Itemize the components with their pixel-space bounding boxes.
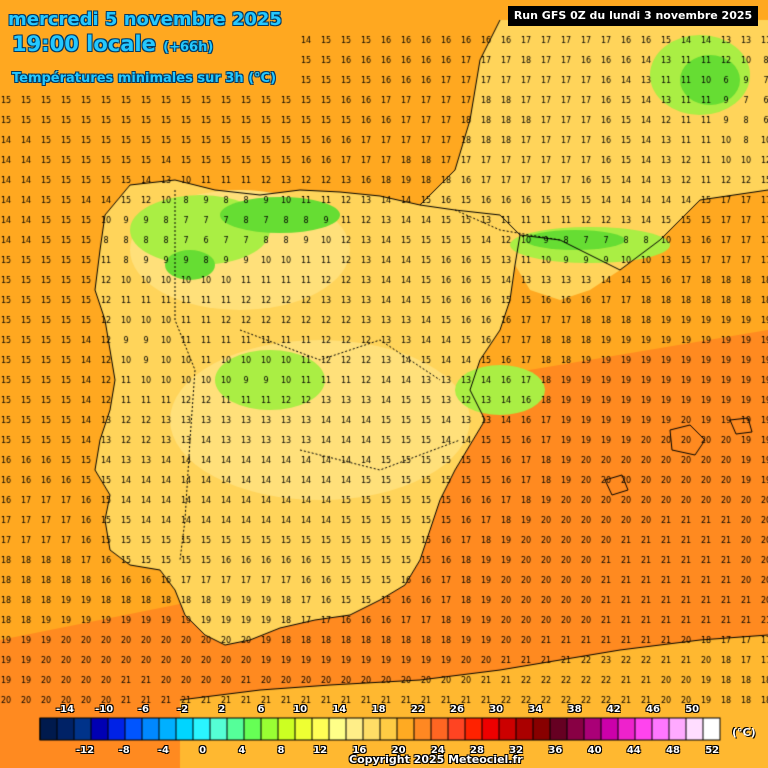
legend-label-bottom: 48 [666,745,680,756]
legend-label-top: 34 [528,704,543,715]
legend-label-bottom: 44 [626,745,641,756]
legend-label-bottom: 0 [199,745,207,756]
legend-label-top: -10 [95,704,114,715]
time-label: 19:00 locale [12,32,156,56]
legend-label-bottom: -4 [157,745,169,756]
legend-label-bottom: 32 [509,745,524,756]
legend-label-bottom: 8 [277,745,285,756]
copyright: Copyright 2025 Meteociel.fr [349,753,523,766]
legend-label-top: -2 [177,704,189,715]
legend-label-top: -6 [137,704,149,715]
legend-label-top: 18 [371,704,386,715]
legend-label-bottom: 40 [587,745,602,756]
run-info: Run GFS 0Z du lundi 3 novembre 2025 [508,6,758,26]
legend-label-top: 26 [450,704,464,715]
legend-label-bottom: 4 [238,745,246,756]
legend-label-bottom: -12 [75,745,95,756]
legend-label-top: -14 [55,704,75,715]
legend-label-top: 2 [218,704,226,715]
legend-label-top: 38 [567,704,582,715]
legend-label-bottom: 12 [313,745,328,756]
forecast-time: 19:00 locale (+66h) [12,32,213,56]
legend-label-top: 50 [685,704,700,715]
legend-label-top: 22 [410,704,425,715]
legend-label-bottom: 24 [430,745,445,756]
legend-label-bottom: -8 [118,745,130,756]
legend-label-bottom: 16 [352,745,367,756]
map-subtitle: Températures minimales sur 3h (°C) [12,71,277,86]
legend-label-top: 42 [606,704,621,715]
legend-unit: (°C) [732,726,756,739]
time-offset: (+66h) [163,40,214,55]
legend-label-top: 10 [293,704,308,715]
legend-label-bottom: 36 [548,745,563,756]
legend-label-bottom: 28 [470,745,484,756]
legend-label-bottom: 20 [391,745,406,756]
forecast-date: mercredi 5 novembre 2025 [8,9,282,30]
legend-label-top: 6 [257,704,265,715]
legend-label-top: 30 [489,704,504,715]
legend-label-top: 46 [646,704,660,715]
legend-label-top: 14 [332,704,347,715]
legend-label-bottom: 52 [705,745,720,756]
